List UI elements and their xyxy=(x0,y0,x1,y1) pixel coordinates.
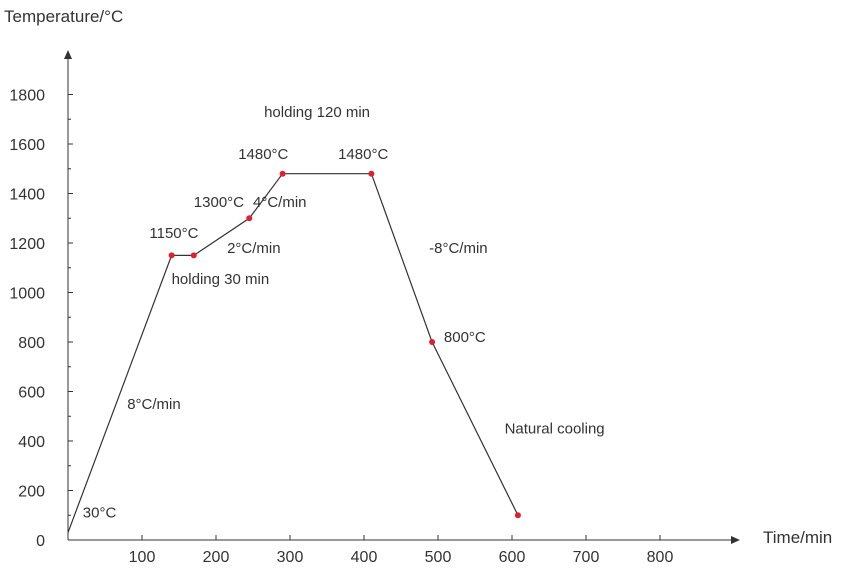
x-tick-label: 600 xyxy=(499,549,526,566)
y-tick-label: 800 xyxy=(18,335,45,352)
x-tick-label: 700 xyxy=(573,549,600,566)
annotation-label: -8°C/min xyxy=(429,240,488,257)
y-tick-label: 1600 xyxy=(9,137,45,154)
y-tick-label: 1000 xyxy=(9,286,45,303)
annotation-label: 1480°C xyxy=(238,146,288,163)
annotations-layer: 30°C 8°C/min 1150°C holding 30 min 2°C/min 13… xyxy=(83,104,605,522)
data-point-marker xyxy=(190,252,197,259)
temperature-profile-line xyxy=(67,173,519,533)
x-axis-arrow xyxy=(731,536,740,544)
x-tick-label: 200 xyxy=(203,549,230,566)
annotation-label: 30°C xyxy=(83,505,117,522)
x-tick-label: 800 xyxy=(647,549,674,566)
annotation-label: Natural cooling xyxy=(505,421,605,438)
y-axis-arrow xyxy=(64,50,72,59)
x-tick-label: 400 xyxy=(351,549,378,566)
y-tick-label: 1800 xyxy=(9,88,45,105)
x-axis-title: Time/min xyxy=(763,528,832,547)
y-tick-label: 1400 xyxy=(9,187,45,204)
annotation-label: holding 120 min xyxy=(264,104,370,121)
y-tick-label: 200 xyxy=(18,484,45,501)
data-point-marker xyxy=(168,252,175,259)
y-tick-label: 400 xyxy=(18,434,45,451)
data-point-marker xyxy=(429,339,436,345)
annotation-label: 1300°C xyxy=(194,194,244,211)
markers-layer xyxy=(168,170,521,519)
ticks-layer: 100 200 300 400 500 600 700 800 0 200 400 600 800 100… xyxy=(9,88,673,567)
annotation-label: 800°C xyxy=(444,329,486,346)
x-tick-label: 300 xyxy=(277,549,304,566)
y-tick-label: 600 xyxy=(18,385,45,402)
annotation-label: 1150°C xyxy=(149,225,198,242)
data-point-marker xyxy=(368,170,375,177)
y-tick-label: 0 xyxy=(36,533,45,550)
annotation-label: 4°C/min xyxy=(253,194,307,211)
data-point-marker xyxy=(514,512,521,519)
x-tick-label: 100 xyxy=(129,549,156,566)
y-tick-label: 1200 xyxy=(9,236,45,253)
annotation-label: 1480°C xyxy=(338,146,388,163)
series-layer xyxy=(67,173,519,533)
annotation-label: 2°C/min xyxy=(227,240,281,257)
y-axis-title: Temperature/°C xyxy=(4,7,123,26)
data-point-marker xyxy=(246,215,253,222)
annotation-label: 8°C/min xyxy=(127,396,181,413)
data-point-marker xyxy=(279,170,286,177)
annotation-label: holding 30 min xyxy=(172,271,270,288)
x-tick-label: 500 xyxy=(425,549,452,566)
